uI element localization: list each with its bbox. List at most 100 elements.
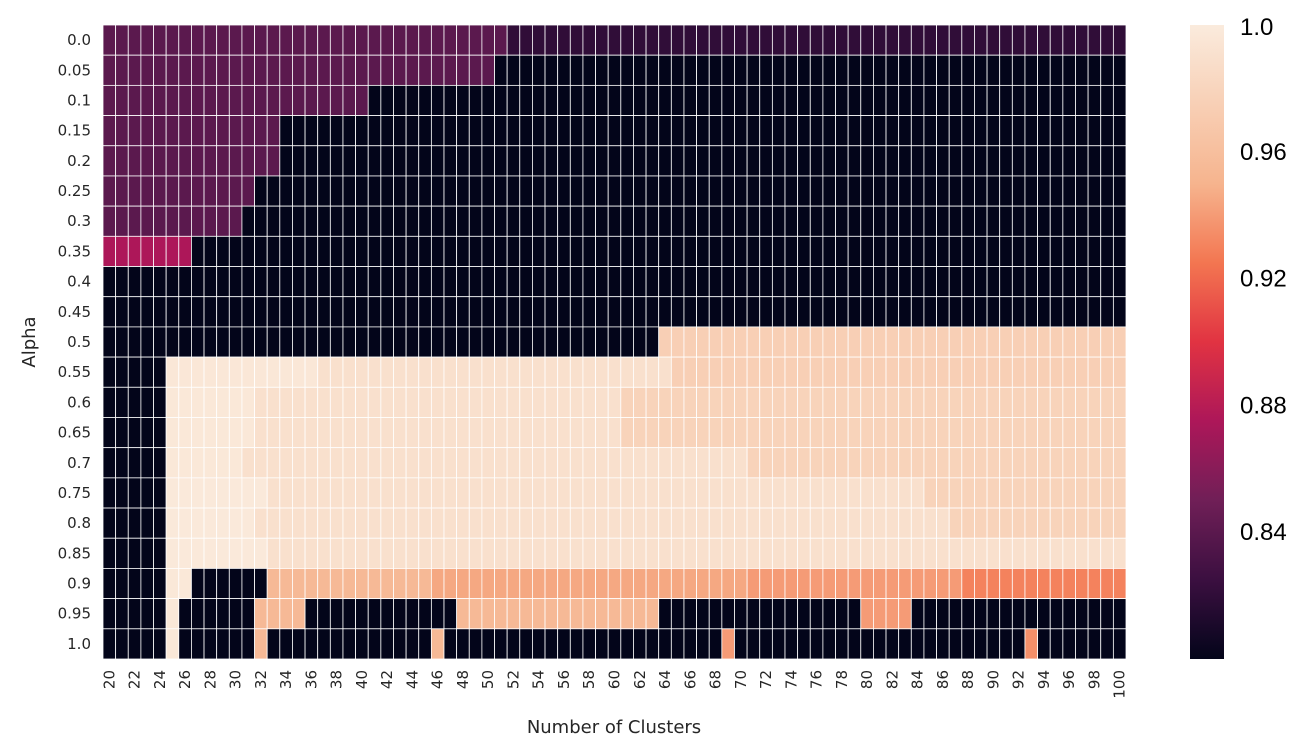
heatmap-cell [683, 296, 697, 328]
heatmap-cell [481, 417, 495, 449]
heatmap-cell [835, 326, 849, 358]
heatmap-cell [721, 145, 735, 177]
heatmap-cell [254, 477, 268, 509]
heatmap-cell [468, 447, 483, 479]
heatmap-cell [443, 145, 458, 177]
heatmap-cell [658, 115, 672, 147]
heatmap-cell [771, 145, 786, 177]
heatmap-cell [203, 235, 218, 267]
heatmap-cell [1087, 205, 1102, 237]
heatmap-cell [1037, 326, 1051, 358]
heatmap-cell [342, 507, 356, 539]
heatmap-cell [1062, 24, 1076, 56]
heatmap-cell [923, 296, 937, 328]
x-tick-label: 94 [1035, 670, 1053, 689]
heatmap-cell [178, 598, 192, 630]
heatmap-cell [873, 568, 887, 600]
heatmap-cell [456, 417, 470, 449]
heatmap-cell [481, 145, 495, 177]
heatmap-cell [569, 266, 584, 298]
heatmap-cell [254, 266, 268, 298]
heatmap-cell [165, 175, 180, 207]
heatmap-cell [178, 115, 192, 147]
heatmap-cell [544, 417, 559, 449]
heatmap-cell [607, 24, 622, 56]
heatmap-cell [102, 326, 117, 358]
heatmap-cell [771, 356, 786, 388]
heatmap-cell [948, 568, 963, 600]
heatmap-cell [873, 175, 887, 207]
heatmap-cell [721, 537, 735, 569]
heatmap-cell [923, 54, 937, 86]
heatmap-cell [847, 507, 862, 539]
heatmap-cell [532, 326, 546, 358]
heatmap-cell [721, 477, 735, 509]
heatmap-cell [127, 115, 142, 147]
heatmap-cell [759, 24, 773, 56]
heatmap-cell [279, 477, 293, 509]
heatmap-cell [468, 24, 483, 56]
heatmap-cell [140, 507, 154, 539]
heatmap-cell [418, 477, 432, 509]
heatmap-cell [734, 175, 748, 207]
heatmap-cell [216, 24, 230, 56]
heatmap-cell [506, 205, 521, 237]
heatmap-cell [822, 54, 836, 86]
heatmap-cell [1087, 568, 1102, 600]
y-tick-label: 0.35 [58, 242, 91, 260]
heatmap-cell [557, 628, 571, 660]
heatmap-cell [569, 296, 584, 328]
x-tick-label: 48 [454, 670, 472, 689]
heatmap-cell [961, 54, 975, 86]
heatmap-cell [544, 115, 559, 147]
heatmap-cell [430, 235, 445, 267]
heatmap-cell [292, 175, 306, 207]
heatmap-cell [860, 507, 874, 539]
heatmap-cell [519, 386, 533, 418]
heatmap-cell [191, 296, 205, 328]
heatmap-cell [948, 54, 963, 86]
heatmap-cell [292, 205, 306, 237]
heatmap-cell [317, 235, 331, 267]
heatmap-cell [1112, 145, 1127, 177]
heatmap-cell [127, 24, 142, 56]
heatmap-cell [342, 145, 356, 177]
heatmap-cell [721, 24, 735, 56]
heatmap-cell [102, 145, 117, 177]
heatmap-cell [569, 84, 584, 116]
heatmap-cell [266, 145, 281, 177]
heatmap-cell [557, 24, 571, 56]
heatmap-cell [355, 598, 369, 630]
x-tick-label: 100 [1111, 670, 1129, 699]
heatmap-cell [1087, 175, 1102, 207]
heatmap-cell [1100, 537, 1114, 569]
heatmap-cell [506, 568, 521, 600]
heatmap-cell [898, 447, 912, 479]
heatmap-cell [1087, 386, 1102, 418]
heatmap-cell [784, 477, 799, 509]
heatmap-cell [367, 447, 382, 479]
heatmap-cell [519, 175, 533, 207]
x-tick-label: 62 [631, 670, 649, 689]
heatmap-cell [1037, 447, 1051, 479]
heatmap-cell [885, 296, 900, 328]
heatmap-cell [1024, 568, 1038, 600]
heatmap-cell [178, 145, 192, 177]
heatmap-cell [797, 568, 811, 600]
heatmap-cell [658, 386, 672, 418]
heatmap-cell [569, 54, 584, 86]
heatmap-cell [393, 175, 407, 207]
heatmap-cell [696, 628, 710, 660]
heatmap-cell [797, 386, 811, 418]
heatmap-cell [456, 54, 470, 86]
heatmap-cell [1112, 115, 1127, 147]
heatmap-cell [974, 205, 988, 237]
heatmap-cell [771, 477, 786, 509]
heatmap-cell [670, 598, 685, 630]
heatmap-cell [759, 205, 773, 237]
heatmap-cell [102, 447, 117, 479]
heatmap-cell [569, 205, 584, 237]
heatmap-cell [974, 568, 988, 600]
heatmap-cell [607, 175, 622, 207]
heatmap-cell [809, 507, 824, 539]
